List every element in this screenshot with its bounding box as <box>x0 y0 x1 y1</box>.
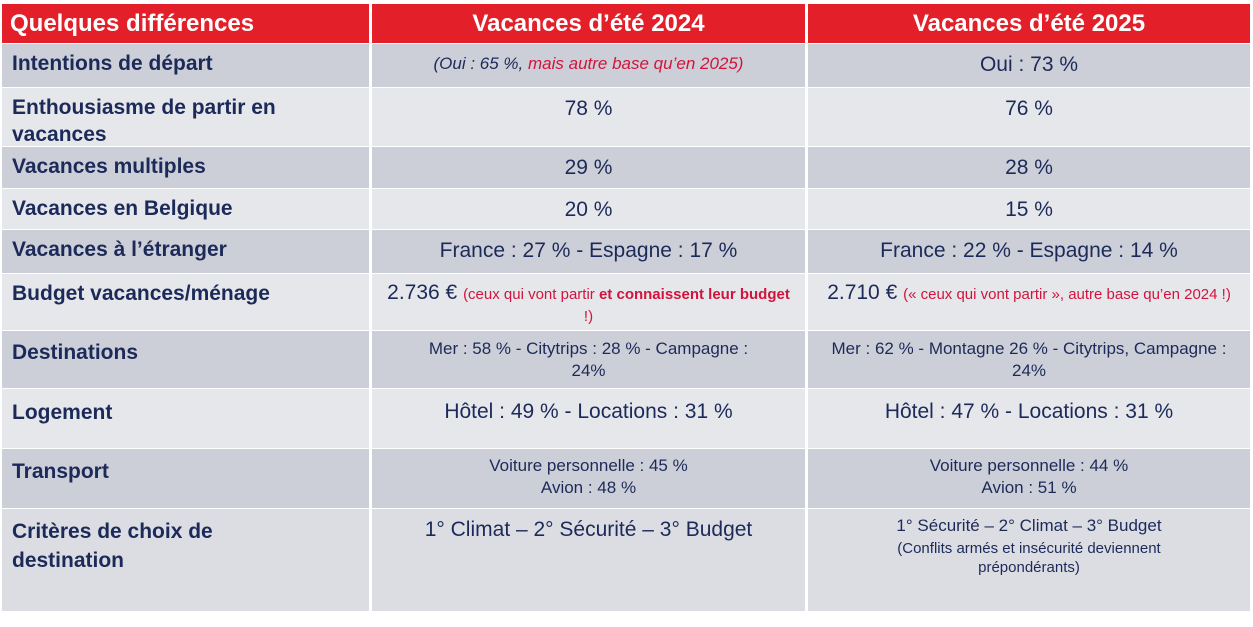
row-label-belgique: Vacances en Belgique <box>2 189 369 229</box>
value-2024-transport-plane: Avion : 48 % <box>540 478 637 497</box>
value-2024-logement: Hôtel : 49 % - Locations : 31 % <box>372 389 805 448</box>
row-label-destinations: Destinations <box>2 331 369 388</box>
row-label-intentions: Intentions de départ <box>2 44 369 87</box>
value-2025-multiples: 28 % <box>808 147 1250 188</box>
value-2024-destinations: Mer : 58 % - Citytrips : 28 % - Campagne… <box>372 331 805 388</box>
value-2024-criteres: 1° Climat – 2° Sécurité – 3° Budget <box>372 509 805 611</box>
value-2024-budget-note-a: (ceux qui vont partir <box>463 286 599 303</box>
value-2024-budget-note-c: !) <box>583 308 594 325</box>
value-2025-belgique: 15 % <box>808 189 1250 229</box>
value-2024-belgique: 20 % <box>372 189 805 229</box>
value-2024-budget-amount: 2.736 € <box>387 281 458 304</box>
row-label-multiples: Vacances multiples <box>2 147 369 188</box>
value-2024-intentions-main: (Oui : 65 %, <box>433 54 528 73</box>
value-2025-intentions: Oui : 73 % <box>808 44 1250 87</box>
row-label-enthousiasme: Enthousiasme de partir en vacances <box>2 88 369 146</box>
value-2025-budget-amount: 2.710 € <box>827 281 898 304</box>
value-2024-multiples: 29 % <box>372 147 805 188</box>
value-2025-criteres: 1° Sécurité – 2° Climat – 3° Budget (Conf… <box>808 509 1250 611</box>
row-label-transport: Transport <box>2 449 369 508</box>
value-2025-etranger: France : 22 % - Espagne : 14 % <box>808 230 1250 273</box>
header-2025: Vacances d’été 2025 <box>808 4 1250 43</box>
value-2025-logement: Hôtel : 47 % - Locations : 31 % <box>808 389 1250 448</box>
value-2024-etranger: France : 27 % - Espagne : 17 % <box>372 230 805 273</box>
value-2025-enthousiasme: 76 % <box>808 88 1250 146</box>
row-label-criteres: Critères de choix de destination <box>2 509 369 611</box>
value-2024-budget-note-b: et connaissent leur budget <box>598 286 790 303</box>
value-2025-destinations: Mer : 62 % - Montagne 26 % - Citytrips, … <box>808 331 1250 388</box>
header-2024: Vacances d’été 2024 <box>372 4 805 43</box>
value-2025-transport-plane: Avion : 51 % <box>981 478 1077 497</box>
value-2024-intentions: (Oui : 65 %, mais autre base qu’en 2025) <box>372 44 805 87</box>
comparison-table: Quelques différences Vacances d’été 2024… <box>2 4 1250 625</box>
value-2025-budget: 2.710 € (« ceux qui vont partir », autre… <box>808 274 1250 330</box>
header-label: Quelques différences <box>2 4 369 43</box>
value-2025-criteres-note: (Conflits armés et insécurité deviennent… <box>897 540 1161 576</box>
value-2024-budget: 2.736 € (ceux qui vont partir et connais… <box>372 274 805 330</box>
row-label-etranger: Vacances à l’étranger <box>2 230 369 273</box>
value-2024-transport: Voiture personnelle : 45 % Avion : 48 % <box>372 449 805 508</box>
value-2025-transport: Voiture personnelle : 44 % Avion : 51 % <box>808 449 1250 508</box>
value-2025-criteres-main: 1° Sécurité – 2° Climat – 3° Budget <box>896 516 1162 535</box>
row-label-budget: Budget vacances/ménage <box>2 274 369 330</box>
value-2024-transport-car: Voiture personnelle : 45 % <box>489 456 688 475</box>
value-2024-intentions-note: mais autre base qu’en 2025) <box>528 54 744 73</box>
value-2025-budget-note: (« ceux qui vont partir », autre base qu… <box>903 286 1231 303</box>
value-2024-enthousiasme: 78 % <box>372 88 805 146</box>
row-label-logement: Logement <box>2 389 369 448</box>
value-2025-transport-car: Voiture personnelle : 44 % <box>929 456 1129 475</box>
